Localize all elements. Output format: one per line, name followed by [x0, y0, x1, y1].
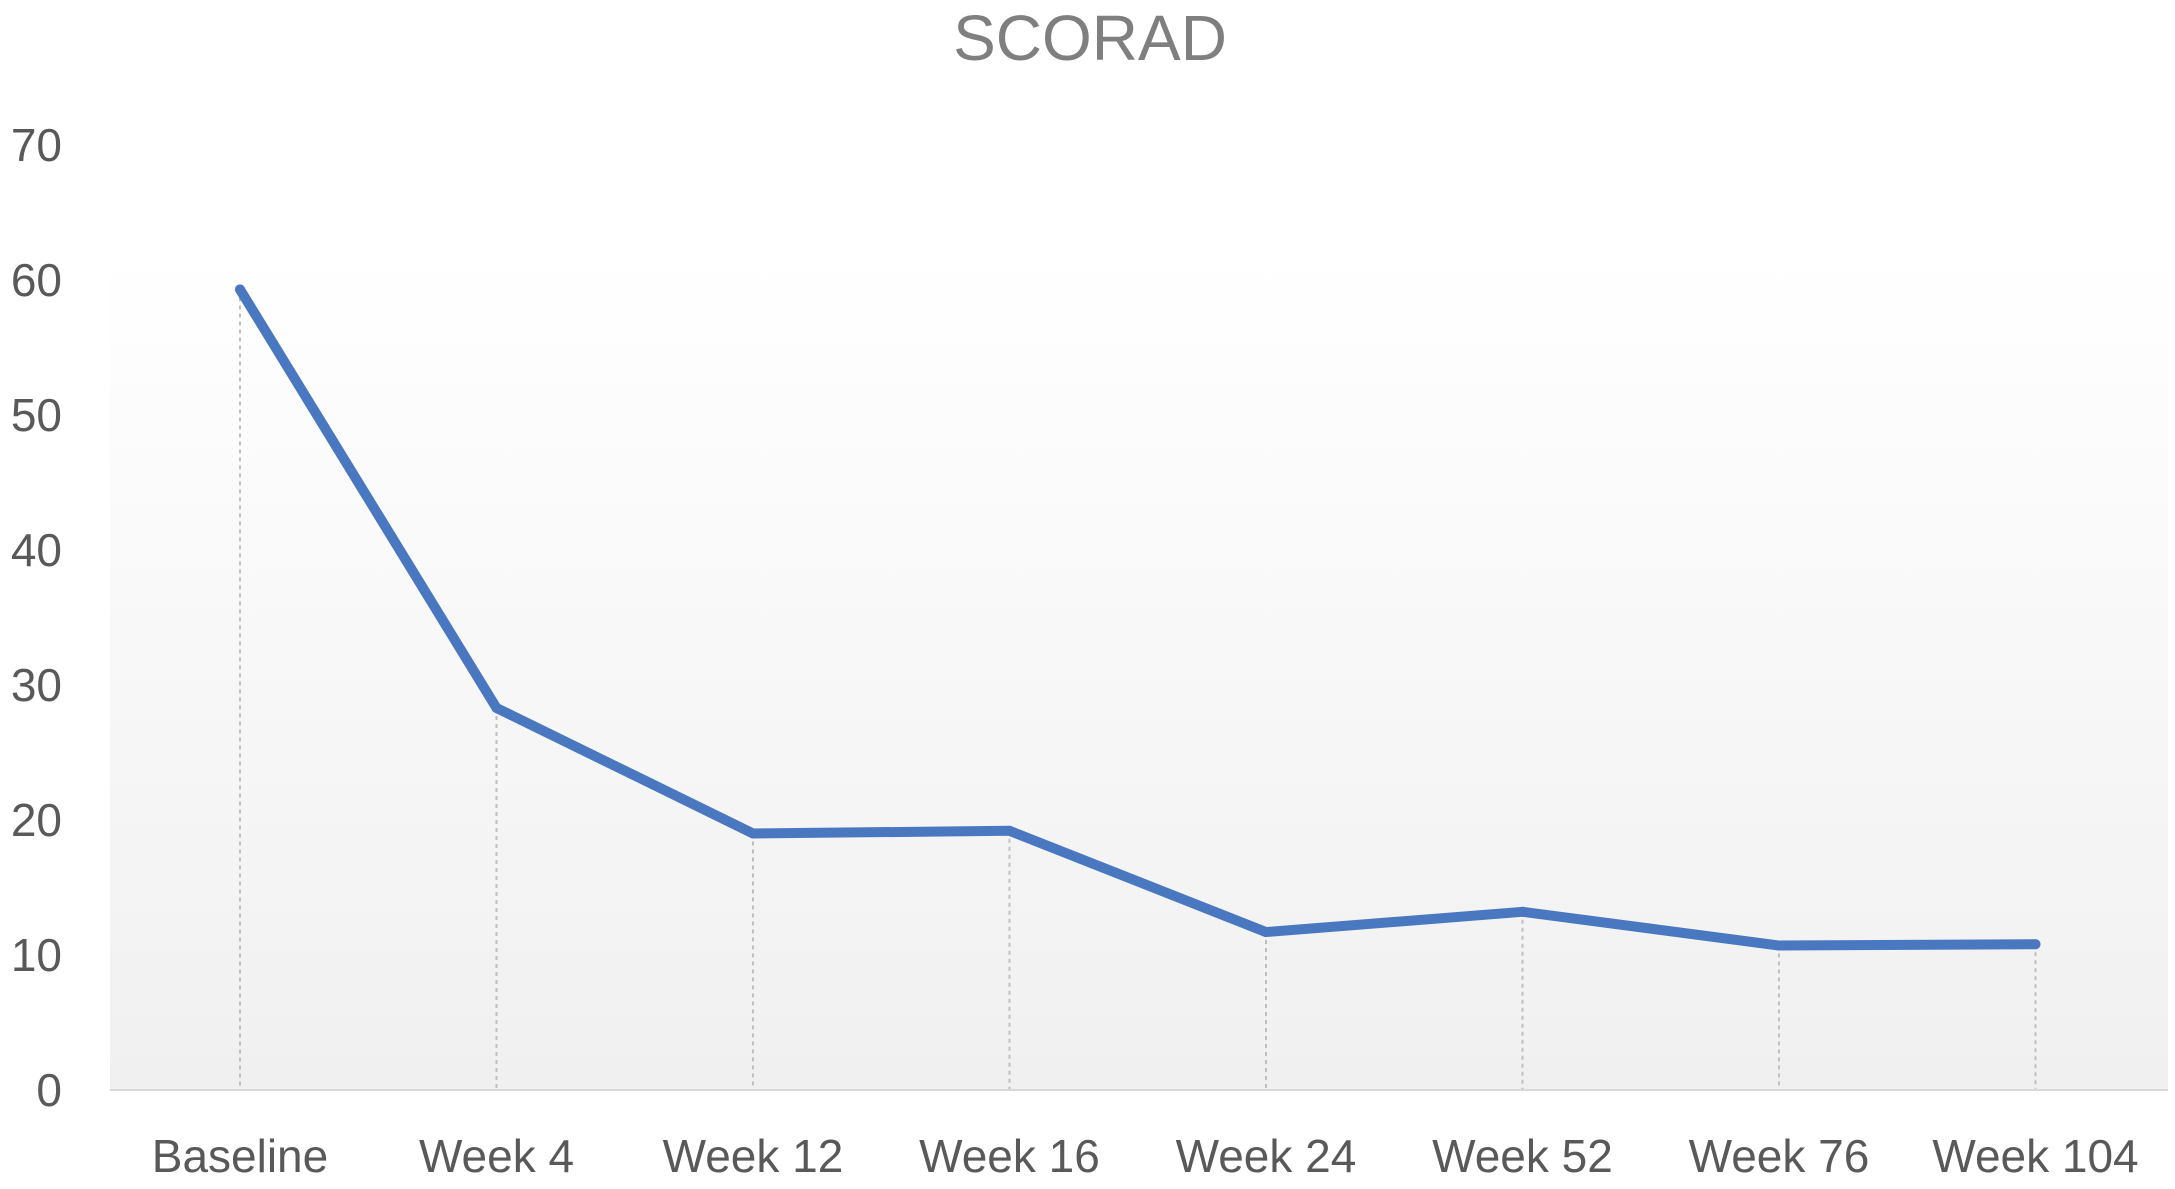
plot-area — [110, 255, 2168, 1090]
data-point — [2030, 939, 2041, 950]
data-point — [491, 702, 502, 713]
x-tick-label: Week 104 — [1932, 1130, 2138, 1182]
x-tick-label: Week 12 — [663, 1130, 844, 1182]
y-axis-tick-labels: 0 10 20 30 40 50 60 70 — [11, 119, 62, 1116]
chart-title: SCORAD — [953, 2, 1227, 74]
x-axis-tick-labels: Baseline Week 4 Week 12 Week 16 Week 24 Week … — [152, 1130, 2139, 1182]
drop-lines — [239, 289, 2037, 1090]
series-scorad — [235, 284, 2041, 951]
data-point — [1004, 825, 1015, 836]
y-tick-label: 10 — [11, 929, 62, 981]
y-tick-label: 60 — [11, 254, 62, 306]
y-tick-label: 50 — [11, 389, 62, 441]
data-point — [235, 284, 245, 295]
x-tick-label: Week 24 — [1176, 1130, 1357, 1182]
y-tick-label: 0 — [36, 1064, 62, 1116]
y-tick-label: 20 — [11, 794, 62, 846]
x-tick-label: Baseline — [152, 1130, 328, 1182]
x-tick-label: Week 4 — [419, 1130, 574, 1182]
data-point — [748, 828, 758, 839]
y-tick-label: 70 — [11, 119, 62, 171]
y-tick-label: 40 — [11, 524, 62, 576]
x-tick-label: Week 52 — [1432, 1130, 1613, 1182]
series-line — [235, 284, 2041, 951]
data-point — [1261, 927, 1271, 938]
data-point — [1517, 906, 1528, 917]
x-tick-label: Week 16 — [919, 1130, 1100, 1182]
y-tick-label: 30 — [11, 659, 62, 711]
data-point — [1774, 940, 1784, 951]
x-tick-label: Week 76 — [1689, 1130, 1870, 1182]
